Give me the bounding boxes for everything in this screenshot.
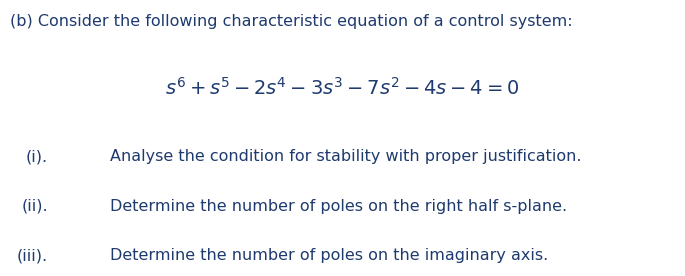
Text: (i).: (i). bbox=[26, 149, 48, 164]
Text: (ii).: (ii). bbox=[21, 199, 48, 214]
Text: Determine the number of poles on the imaginary axis.: Determine the number of poles on the ima… bbox=[110, 248, 548, 263]
Text: Analyse the condition for stability with proper justification.: Analyse the condition for stability with… bbox=[110, 149, 581, 164]
Text: $s^6 + s^5 - 2s^4 - 3s^3 - 7s^2 - 4s - 4 = 0$: $s^6 + s^5 - 2s^4 - 3s^3 - 7s^2 - 4s - 4… bbox=[165, 77, 520, 99]
Text: (b) Consider the following characteristic equation of a control system:: (b) Consider the following characteristi… bbox=[10, 14, 573, 29]
Text: Determine the number of poles on the right half s-plane.: Determine the number of poles on the rig… bbox=[110, 199, 566, 214]
Text: (iii).: (iii). bbox=[17, 248, 48, 263]
